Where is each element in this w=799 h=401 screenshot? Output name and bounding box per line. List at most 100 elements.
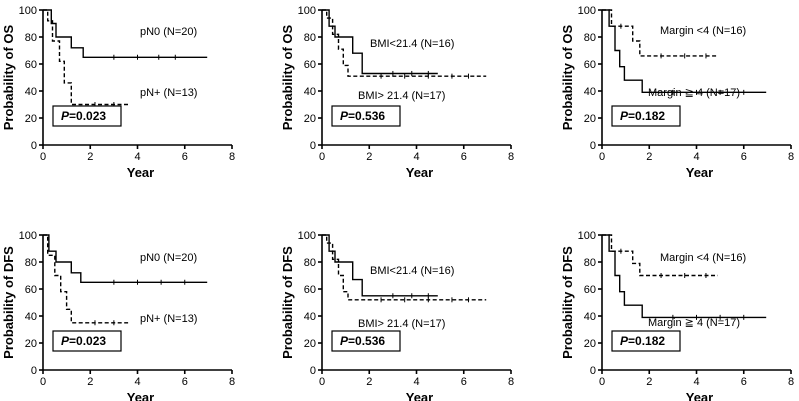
y-tick-label: 80 xyxy=(25,257,37,269)
x-tick-label: 0 xyxy=(599,151,605,163)
x-tick-label: 2 xyxy=(646,151,652,163)
y-tick-label: 60 xyxy=(584,284,596,296)
x-tick-label: 8 xyxy=(788,376,794,388)
p-value-label: P=0.023 xyxy=(61,334,106,348)
y-tick-label: 100 xyxy=(19,5,37,17)
x-tick-label: 6 xyxy=(461,376,467,388)
x-tick-label: 2 xyxy=(366,151,372,163)
y-tick-label: 40 xyxy=(304,86,316,98)
p-value-box xyxy=(331,105,401,127)
x-tick-label: 4 xyxy=(693,151,699,163)
x-axis-title: Year xyxy=(686,165,713,180)
y-tick-label: 100 xyxy=(578,230,596,242)
y-tick-label: 80 xyxy=(304,32,316,44)
series-label-1: Margin <4 (N=16) xyxy=(660,25,746,37)
y-tick-label: 40 xyxy=(584,311,596,323)
y-axis-title: Probability of OS xyxy=(560,24,575,130)
y-tick-label: 60 xyxy=(584,59,596,71)
series-label-2: pN+ (N=13) xyxy=(140,313,197,325)
x-tick-label: 8 xyxy=(229,376,235,388)
p-value-box xyxy=(611,105,681,127)
series-label-1: BMI<21.4 (N=16) xyxy=(370,38,454,50)
y-tick-label: 100 xyxy=(298,5,316,17)
km-curve-2 xyxy=(43,9,129,106)
y-tick-label: 0 xyxy=(590,140,596,152)
y-tick-label: 100 xyxy=(578,5,596,17)
km-panel-3: 0 20 40 60 80 100 0 2 4 6 8 Probability of OS Year Ma… xyxy=(560,5,794,180)
y-tick-label: 0 xyxy=(310,365,316,377)
km-curve-1 xyxy=(43,234,208,283)
y-tick-label: 60 xyxy=(25,59,37,71)
x-tick-label: 0 xyxy=(319,376,325,388)
x-axis-title: Year xyxy=(686,390,713,401)
x-axis-title: Year xyxy=(127,390,154,401)
series-label-1: pN0 (N=20) xyxy=(140,26,197,38)
y-axis-title: Probability of DFS xyxy=(560,246,575,359)
series-label-2: Margin ≧ 4 (N=17) xyxy=(648,317,740,329)
km-panel-4: 0 20 40 60 80 100 0 2 4 6 8 Probability of DFS Year p… xyxy=(1,230,235,401)
p-value-label: P=0.023 xyxy=(61,109,106,123)
y-tick-label: 80 xyxy=(584,257,596,269)
x-tick-label: 0 xyxy=(40,376,46,388)
x-tick-label: 8 xyxy=(229,151,235,163)
series-label-2: BMI> 21.4 (N=17) xyxy=(358,318,445,330)
p-value-box xyxy=(331,330,401,352)
y-tick-label: 20 xyxy=(584,113,596,125)
y-axis-title: Probability of OS xyxy=(1,24,16,130)
y-tick-label: 80 xyxy=(25,32,37,44)
x-tick-label: 4 xyxy=(413,376,419,388)
y-tick-label: 40 xyxy=(584,86,596,98)
x-tick-label: 0 xyxy=(40,151,46,163)
km-curve-2 xyxy=(322,234,487,301)
x-tick-label: 2 xyxy=(366,376,372,388)
km-panel-5: 0 20 40 60 80 100 0 2 4 6 8 Probability of DFS Year B… xyxy=(280,230,514,401)
x-tick-label: 8 xyxy=(788,151,794,163)
p-value-box xyxy=(52,105,122,127)
y-tick-label: 80 xyxy=(304,257,316,269)
y-tick-label: 60 xyxy=(304,59,316,71)
x-tick-label: 8 xyxy=(508,151,514,163)
x-tick-label: 4 xyxy=(134,151,140,163)
x-axis-title: Year xyxy=(406,390,433,401)
x-tick-label: 4 xyxy=(413,151,419,163)
km-curve-2 xyxy=(322,9,487,77)
x-tick-label: 6 xyxy=(741,376,747,388)
y-axis-title: Probability of DFS xyxy=(1,246,16,359)
km-panel-2: 0 20 40 60 80 100 0 2 4 6 8 Probability of OS Year BM… xyxy=(280,5,514,180)
y-axis-title: Probability of OS xyxy=(280,24,295,130)
y-tick-label: 20 xyxy=(304,338,316,350)
p-value-label: P=0.182 xyxy=(620,109,665,123)
y-tick-label: 40 xyxy=(304,311,316,323)
y-tick-label: 20 xyxy=(584,338,596,350)
y-tick-label: 40 xyxy=(25,86,37,98)
km-curve-1 xyxy=(43,9,208,58)
km-curve-1 xyxy=(602,234,718,277)
x-tick-label: 0 xyxy=(599,376,605,388)
x-axis-title: Year xyxy=(127,165,154,180)
x-tick-label: 4 xyxy=(134,376,140,388)
x-tick-label: 8 xyxy=(508,376,514,388)
series-label-1: pN0 (N=20) xyxy=(140,252,197,264)
y-tick-label: 60 xyxy=(25,284,37,296)
x-tick-label: 2 xyxy=(646,376,652,388)
y-tick-label: 80 xyxy=(584,32,596,44)
series-label-2: pN+ (N=13) xyxy=(140,87,197,99)
km-panel-1: 0 20 40 60 80 100 0 2 4 6 8 Probability of OS Year pN… xyxy=(1,5,235,180)
p-value-label: P=0.536 xyxy=(340,334,385,348)
km-panel-6: 0 20 40 60 80 100 0 2 4 6 8 Probability of DFS Year M… xyxy=(560,230,794,401)
p-value-box xyxy=(611,330,681,352)
y-tick-label: 20 xyxy=(25,113,37,125)
y-tick-label: 40 xyxy=(25,311,37,323)
p-value-box xyxy=(52,330,122,352)
km-curve-2 xyxy=(602,234,767,319)
series-label-1: BMI<21.4 (N=16) xyxy=(370,265,454,277)
y-tick-label: 20 xyxy=(25,338,37,350)
series-label-2: Margin ≧ 4 (N=17) xyxy=(648,87,740,99)
km-curve-1 xyxy=(602,9,718,57)
p-value-label: P=0.182 xyxy=(620,334,665,348)
x-tick-label: 6 xyxy=(182,376,188,388)
y-axis-title: Probability of DFS xyxy=(280,246,295,359)
x-axis-title: Year xyxy=(406,165,433,180)
x-tick-label: 6 xyxy=(741,151,747,163)
y-tick-label: 0 xyxy=(590,365,596,377)
